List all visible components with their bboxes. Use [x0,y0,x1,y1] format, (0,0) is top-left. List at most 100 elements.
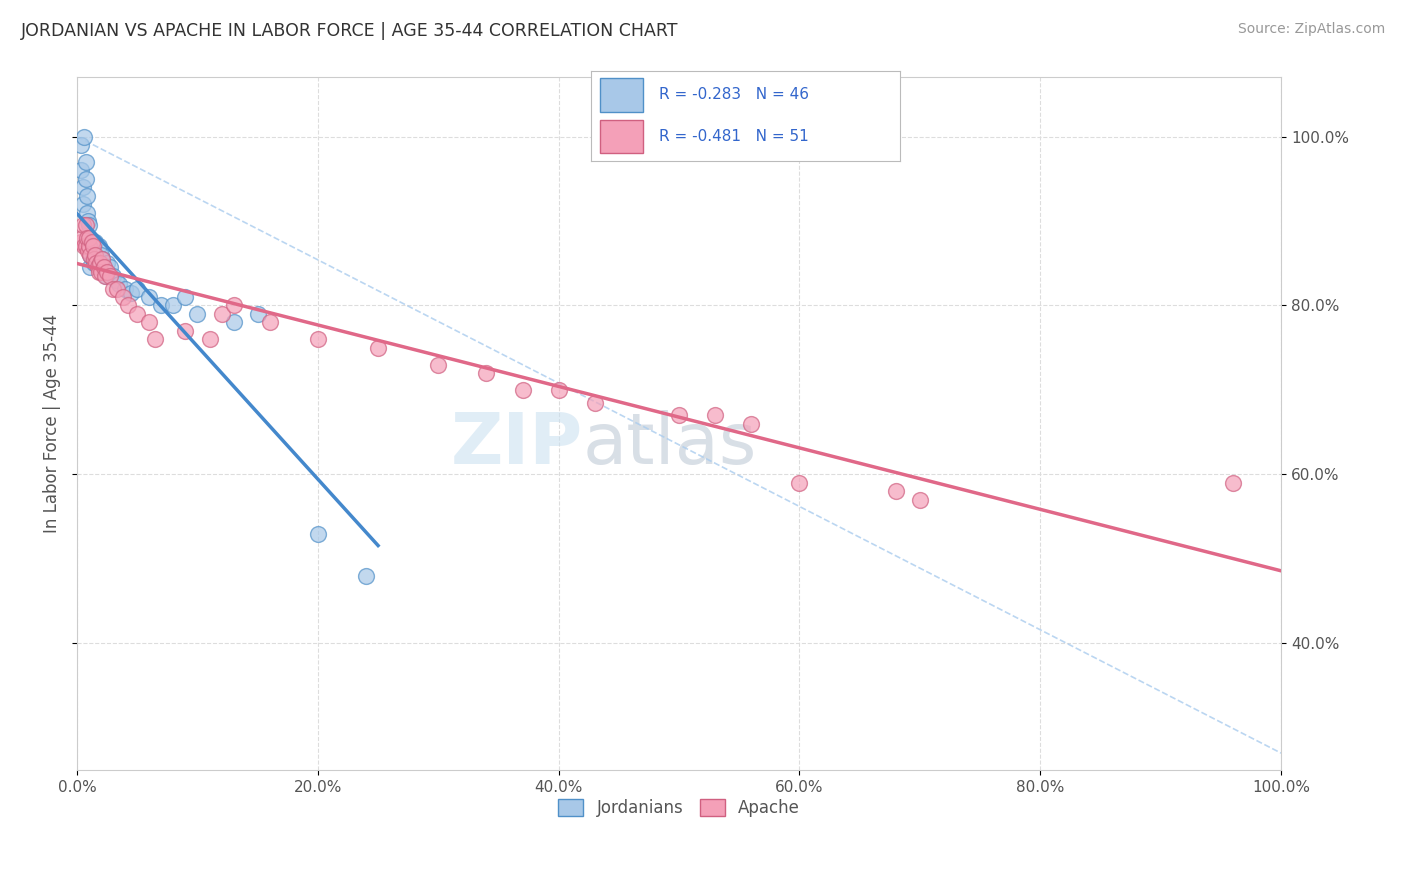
Point [75,219,97,233]
Point [77,239,100,253]
Point [103,268,125,283]
Point [80,235,103,249]
Point [96,265,118,279]
Point [138,290,160,304]
Point [114,282,136,296]
Point [91,252,114,266]
Point [884,484,907,499]
Point [83,252,105,266]
Point [583,395,606,409]
Point [108,277,131,292]
Point [704,409,727,423]
Point [186,307,208,321]
Point [73,129,96,144]
Point [84,248,107,262]
Point [222,298,245,312]
Y-axis label: In Labor Force | Age 35-44: In Labor Force | Age 35-44 [44,314,60,533]
Point [150,298,173,312]
Point [89,256,111,270]
Point [77,244,100,258]
Point [82,239,104,253]
Point [246,307,269,321]
Point [307,526,329,541]
Point [668,409,690,423]
Point [120,285,142,300]
Point [307,332,329,346]
Point [69,235,91,249]
Point [82,252,104,266]
Point [69,163,91,178]
Point [174,324,197,338]
Point [94,268,117,283]
Point [174,290,197,304]
Point [259,315,281,329]
Point [69,138,91,153]
Point [93,265,115,279]
Point [76,188,98,202]
Point [98,260,121,275]
Point [162,298,184,312]
Point [211,307,233,321]
Text: R = -0.481   N = 51: R = -0.481 N = 51 [658,129,808,144]
Point [87,239,110,253]
Point [79,260,101,275]
Point [76,205,98,219]
Bar [600,120,643,153]
Point [77,231,100,245]
Text: atlas: atlas [582,410,758,479]
Point [222,315,245,329]
Point [84,248,107,262]
Point [105,282,128,296]
Point [75,155,97,169]
Point [83,256,105,270]
Point [91,252,114,266]
Text: R = -0.283   N = 46: R = -0.283 N = 46 [658,87,808,102]
Point [79,248,101,262]
Point [111,290,134,304]
Point [90,265,112,279]
Point [75,171,97,186]
Point [143,332,166,346]
Point [127,282,149,296]
Point [198,332,221,346]
Point [87,265,110,279]
Point [908,492,931,507]
Point [89,260,111,275]
Point [93,260,115,275]
Legend: Jordanians, Apache: Jordanians, Apache [551,792,807,824]
Point [80,239,103,253]
Point [73,239,96,253]
Point [354,568,377,582]
Point [77,235,100,249]
Text: JORDANIAN VS APACHE IN LABOR FORCE | AGE 35-44 CORRELATION CHART: JORDANIAN VS APACHE IN LABOR FORCE | AGE… [21,22,679,40]
Point [104,273,127,287]
Point [103,282,125,296]
Point [96,256,118,270]
Point [475,366,498,380]
Point [86,252,108,266]
Point [127,307,149,321]
Point [789,475,811,490]
Point [1222,475,1244,490]
Point [94,268,117,283]
Point [512,383,534,397]
Point [82,244,104,258]
Point [138,315,160,329]
Point [72,197,94,211]
Point [77,214,100,228]
Point [77,231,100,245]
Point [117,298,139,312]
Text: ZIP: ZIP [450,410,582,479]
Point [76,231,98,245]
Point [72,219,94,233]
Point [75,239,97,253]
Point [84,235,107,249]
Point [86,260,108,275]
Point [86,256,108,270]
Point [367,341,389,355]
Point [77,219,100,233]
Point [427,358,450,372]
Text: Source: ZipAtlas.com: Source: ZipAtlas.com [1237,22,1385,37]
Bar [600,78,643,112]
Point [86,256,108,270]
